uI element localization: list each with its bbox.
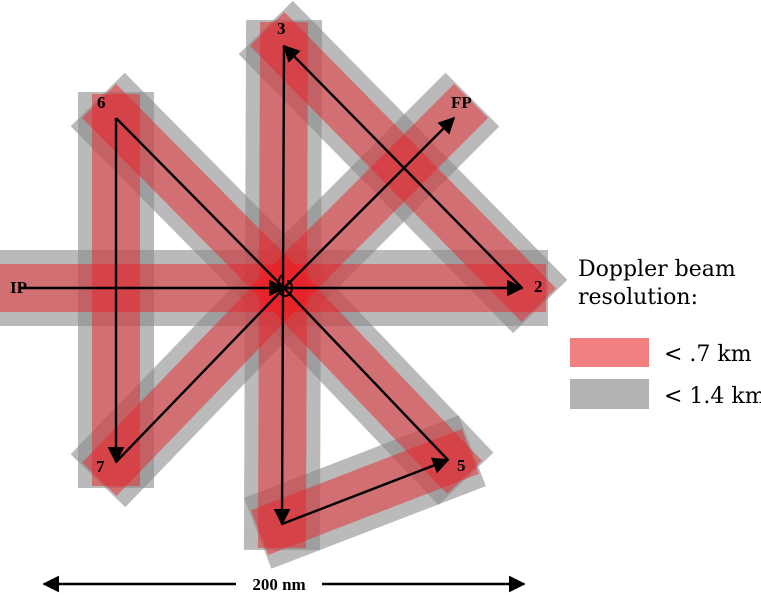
scale-label: 200 nm <box>252 575 305 594</box>
legend-label-narrow: < .7 km <box>664 342 752 367</box>
waypoint-label-6: 6 <box>97 93 106 112</box>
flight-leg-p3-to-p8 <box>273 45 291 526</box>
flight-leg-p5-to-c <box>283 287 449 461</box>
waypoint-label-ip: IP <box>10 278 27 297</box>
flight-leg-p7-to-c <box>115 287 285 463</box>
waypoint-label-3: 3 <box>277 19 286 38</box>
legend: Doppler beam resolution: < .7 km < 1.4 k… <box>570 257 761 409</box>
flight-leg-c-to-fp <box>283 116 456 289</box>
scale-bar: 200 nm <box>42 575 526 594</box>
flight-leg-c-to-p6 <box>115 117 285 289</box>
flight-leg-p8-to-p5 <box>281 457 450 526</box>
legend-title-line2: resolution: <box>578 285 698 310</box>
waypoint-label-5: 5 <box>457 456 466 475</box>
flight-tracks <box>19 44 524 526</box>
legend-swatch-wide <box>570 379 649 409</box>
legend-label-wide: < 1.4 km <box>664 384 761 409</box>
waypoint-label-fp: FP <box>451 93 472 112</box>
legend-swatch-narrow <box>570 338 649 367</box>
waypoint-label-2: 2 <box>534 277 543 296</box>
flight-leg-p2-to-p3 <box>282 44 523 289</box>
waypoint-label-7: 7 <box>96 457 105 476</box>
turn-loop-symbol <box>277 274 293 298</box>
legend-title-line1: Doppler beam <box>578 257 736 282</box>
